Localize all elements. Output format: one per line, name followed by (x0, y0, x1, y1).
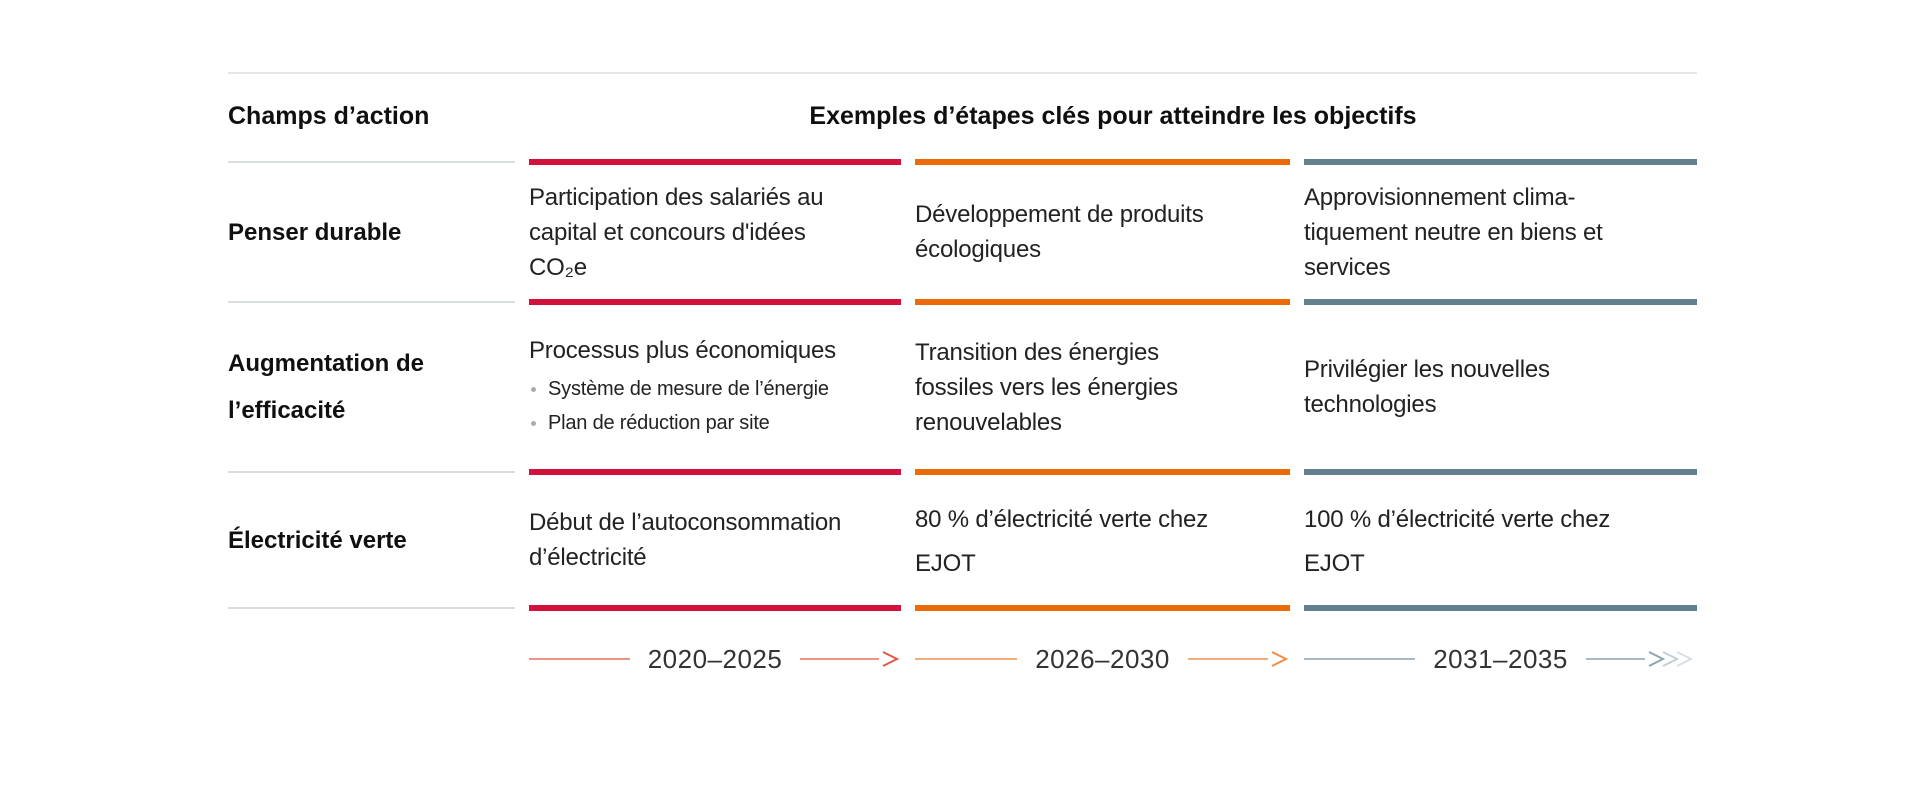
hairline (228, 607, 515, 609)
milestone-text: 100 % d’électricité verte chez (1304, 506, 1611, 533)
milestone-text: Privilégier les nouvelles technologies (1304, 356, 1550, 418)
arrow-right-icon (1271, 651, 1289, 667)
milestones-table: Champs d’action Exemples d’étapes clés p… (228, 72, 1697, 707)
period-bar-2031-2035 (1304, 299, 1697, 305)
milestone-cell: Processus plus économiques Système de me… (529, 305, 901, 469)
label-column-separator (228, 299, 515, 305)
period-bar-2026-2030 (915, 469, 1290, 475)
top-rule (228, 72, 1697, 74)
period-bar-2020-2025 (529, 159, 901, 165)
period-bar-2026-2030 (915, 605, 1290, 611)
timeline-label: 2031–2035 (1433, 643, 1568, 674)
milestone-text: Transition des énergies fossiles vers le… (915, 338, 1178, 436)
milestone-text: Approvisionnement clima- tiquement neutr… (1304, 183, 1603, 281)
timeline-line (1585, 658, 1646, 660)
period-bar-2020-2025 (529, 299, 901, 305)
bullet-dot-icon (531, 387, 536, 392)
hairline (228, 301, 515, 303)
milestone-cell: 80 % d’électricité verte chez EJOT (915, 475, 1290, 605)
milestone-cell: 100 % d’électricité verte chez EJOT (1304, 475, 1697, 605)
red-bar (529, 469, 901, 475)
hairline (228, 471, 515, 473)
milestones-grid: Champs d’action Exemples d’étapes clés p… (228, 74, 1697, 707)
orange-bar (915, 299, 1290, 305)
timeline-label: 2026–2030 (1035, 643, 1170, 674)
milestone-cell: Privilégier les nouvelles technologies (1304, 305, 1697, 469)
timeline-segment-2020-2025: 2020–2025 (529, 611, 901, 707)
bullet-text: Plan de réduction par site (548, 412, 770, 434)
period-bar-2031-2035 (1304, 159, 1697, 165)
period-bar-2031-2035 (1304, 605, 1697, 611)
timeline-label: 2020–2025 (647, 643, 783, 674)
milestone-text: Début de l’autoconsommation d’électricit… (529, 509, 842, 571)
bullet-item: Plan de réduction par site (529, 406, 836, 440)
bullet-dot-icon (531, 421, 536, 426)
row-label-augmentation-efficacite: Augmentation de l’efficacité (228, 350, 424, 424)
bullet-item: Système de mesure de l’énergie (529, 372, 836, 406)
slate-bar (1304, 159, 1697, 165)
period-bar-2020-2025 (529, 605, 901, 611)
timeline-segment-2026-2030: 2026–2030 (915, 611, 1290, 707)
row-label-electricite-verte: Électricité verte (228, 526, 407, 554)
slate-bar (1304, 299, 1697, 305)
slate-bar (1304, 469, 1697, 475)
timeline-line (529, 658, 630, 660)
bullet-text: Système de mesure de l’énergie (548, 378, 829, 400)
column-header-examples: Exemples d’étapes clés pour atteindre le… (809, 102, 1417, 130)
label-column-separator (228, 159, 515, 165)
hairline (228, 161, 515, 163)
orange-bar (915, 159, 1290, 165)
label-column-separator (228, 469, 515, 475)
milestone-cell: Participation des salariés au capital et… (529, 165, 901, 299)
milestone-cell: Approvisionnement clima- tiquement neutr… (1304, 165, 1697, 299)
period-bar-2031-2035 (1304, 469, 1697, 475)
timeline-line (1304, 658, 1416, 660)
period-bar-2026-2030 (915, 159, 1290, 165)
timeline-line (800, 658, 880, 660)
timeline-line (1187, 658, 1269, 660)
label-column-separator (228, 605, 515, 611)
milestone-text: Participation des salariés au capital et… (529, 183, 824, 281)
arrow-right-icon (882, 651, 900, 667)
column-header-fields: Champs d’action (228, 102, 430, 130)
milestone-text: 80 % d’électricité verte chez (915, 506, 1209, 533)
milestone-text: Développement de produits écologiques (915, 201, 1204, 263)
orange-bar (915, 469, 1290, 475)
red-bar (529, 159, 901, 165)
red-bar (529, 605, 901, 611)
slate-bar (1304, 605, 1697, 611)
timeline-line (915, 658, 1018, 660)
row-label-penser-durable: Penser durable (228, 218, 402, 246)
period-bar-2020-2025 (529, 469, 901, 475)
milestone-cell: Transition des énergies fossiles vers le… (915, 305, 1290, 469)
milestone-text-secondary: EJOT (1304, 550, 1365, 577)
milestone-text-secondary: EJOT (915, 550, 976, 577)
red-bar (529, 299, 901, 305)
bullet-list: Système de mesure de l’énergie Plan de r… (529, 372, 836, 440)
orange-bar (915, 605, 1290, 611)
period-bar-2026-2030 (915, 299, 1290, 305)
milestone-title: Processus plus économiques (529, 337, 836, 364)
milestone-cell: Début de l’autoconsommation d’électricit… (529, 475, 901, 605)
triple-arrow-right-icon (1648, 651, 1694, 667)
timeline-spacer (228, 611, 515, 707)
milestone-cell: Développement de produits écologiques (915, 165, 1290, 299)
timeline-segment-2031-2035: 2031–2035 (1304, 611, 1697, 707)
